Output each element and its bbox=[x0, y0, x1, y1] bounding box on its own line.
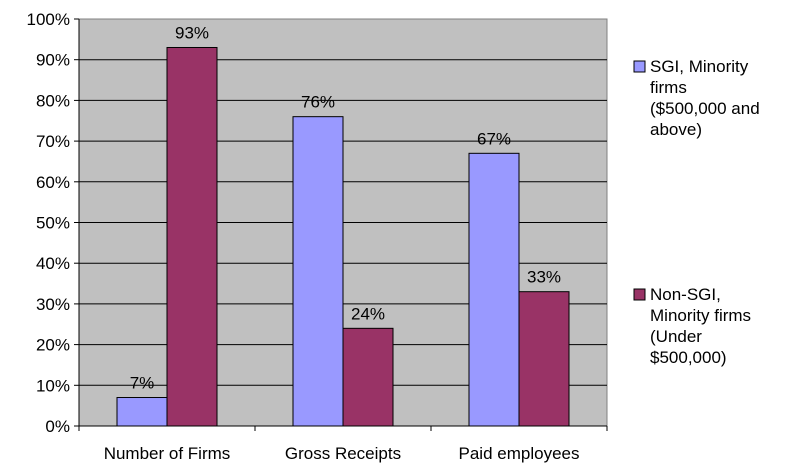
x-axis-ticks: Number of Firms Gross Receipts Paid employ… bbox=[78, 426, 608, 463]
legend-label: Minority firms bbox=[650, 306, 751, 325]
legend-label: ($500,000 and bbox=[650, 99, 760, 118]
legend-label: Non-SGI, bbox=[650, 285, 721, 304]
legend-label: (Under bbox=[650, 327, 702, 346]
legend-label: $500,000) bbox=[650, 348, 727, 367]
bar-series-0-2 bbox=[468, 152, 520, 427]
x-tick-label: Paid employees bbox=[459, 444, 580, 463]
legend-label: above) bbox=[650, 120, 702, 139]
legend-swatch-0 bbox=[633, 60, 646, 73]
data-label: 33% bbox=[527, 268, 561, 287]
y-tick-label: 10% bbox=[36, 376, 70, 395]
bar-series-1-1 bbox=[342, 327, 394, 427]
bars bbox=[116, 46, 570, 427]
x-tick-label: Number of Firms bbox=[104, 444, 231, 463]
y-tick-label: 70% bbox=[36, 132, 70, 151]
legend-label: SGI, Minority bbox=[650, 57, 749, 76]
bar-series-1-0 bbox=[166, 46, 218, 427]
data-label: 24% bbox=[351, 304, 385, 323]
y-tick-label: 0% bbox=[45, 417, 70, 436]
legend: SGI, Minority firms ($500,000 and above) Non… bbox=[633, 57, 760, 367]
y-tick-label: 30% bbox=[36, 295, 70, 314]
x-tick-label: Gross Receipts bbox=[285, 444, 401, 463]
y-tick-label: 50% bbox=[36, 214, 70, 233]
bar-series-0-1 bbox=[292, 116, 344, 427]
bar-series-0-0 bbox=[116, 397, 168, 427]
bar-series-1-2 bbox=[518, 291, 570, 427]
y-tick-label: 40% bbox=[36, 254, 70, 273]
data-label: 7% bbox=[130, 374, 155, 393]
y-tick-label: 90% bbox=[36, 51, 70, 70]
y-tick-label: 20% bbox=[36, 336, 70, 355]
y-tick-label: 60% bbox=[36, 173, 70, 192]
data-label: 93% bbox=[175, 23, 209, 42]
y-tick-label: 100% bbox=[27, 10, 70, 29]
data-labels: 7% 76% 67% 93% 24% 33% bbox=[130, 23, 561, 392]
data-label: 67% bbox=[477, 129, 511, 148]
legend-swatch-1 bbox=[633, 288, 646, 301]
y-axis-ticks: 0% 10% 20% 30% 40% 50% 60% 70% 80% 90% 100% bbox=[27, 10, 79, 436]
data-label: 76% bbox=[301, 93, 335, 112]
legend-label: firms bbox=[650, 78, 687, 97]
y-tick-label: 80% bbox=[36, 91, 70, 110]
